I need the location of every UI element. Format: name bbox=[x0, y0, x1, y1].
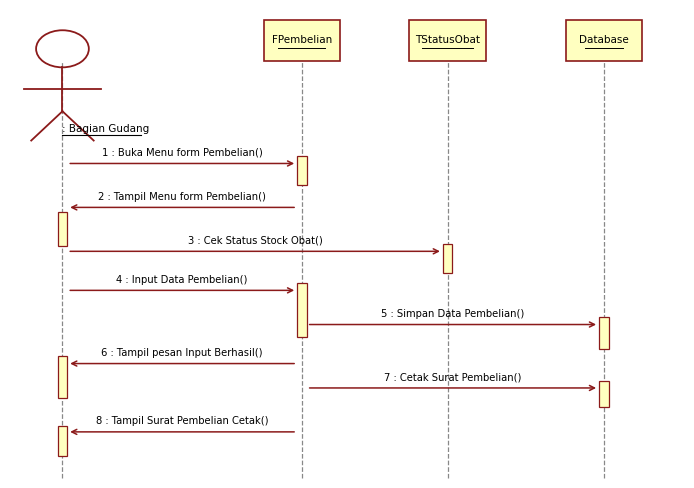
Text: FPembelian: FPembelian bbox=[272, 35, 332, 45]
Text: : Bagian Gudang: : Bagian Gudang bbox=[62, 124, 150, 134]
Text: 4 : Input Data Pembelian(): 4 : Input Data Pembelian() bbox=[117, 275, 248, 285]
Text: TStatusObat: TStatusObat bbox=[415, 35, 480, 45]
Bar bbox=[409, 20, 486, 61]
Bar bbox=[58, 212, 67, 246]
Text: 3 : Cek Status Stock Obat(): 3 : Cek Status Stock Obat() bbox=[187, 236, 323, 245]
Bar bbox=[566, 20, 642, 61]
Bar bbox=[443, 244, 452, 273]
Text: 5 : Simpan Data Pembelian(): 5 : Simpan Data Pembelian() bbox=[381, 309, 525, 319]
Bar bbox=[264, 20, 340, 61]
Bar bbox=[58, 426, 67, 456]
Text: 1 : Buka Menu form Pembelian(): 1 : Buka Menu form Pembelian() bbox=[102, 148, 262, 158]
Text: 2 : Tampil Menu form Pembelian(): 2 : Tampil Menu form Pembelian() bbox=[99, 192, 266, 202]
Bar bbox=[58, 356, 67, 398]
Text: Database: Database bbox=[579, 35, 629, 45]
Bar bbox=[599, 317, 609, 349]
Bar bbox=[297, 283, 307, 337]
Text: 6 : Tampil pesan Input Berhasil(): 6 : Tampil pesan Input Berhasil() bbox=[101, 348, 263, 358]
Text: 8 : Tampil Surat Pembelian Cetak(): 8 : Tampil Surat Pembelian Cetak() bbox=[96, 416, 269, 426]
Bar bbox=[599, 381, 609, 407]
Bar bbox=[297, 156, 307, 185]
Text: 7 : Cetak Surat Pembelian(): 7 : Cetak Surat Pembelian() bbox=[384, 372, 521, 382]
